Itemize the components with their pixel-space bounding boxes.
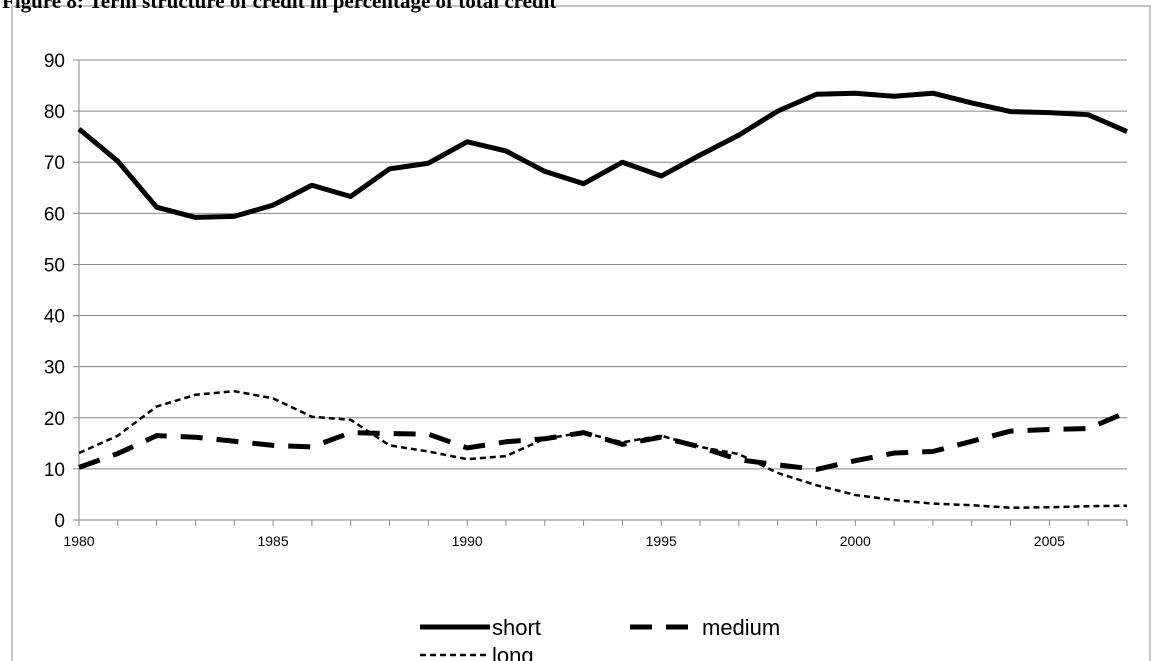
y-tick-label: 0: [54, 511, 65, 532]
x-tick-label: 1990: [452, 533, 483, 549]
y-tick-label: 80: [44, 102, 65, 123]
series-line: [78, 389, 1128, 509]
x-tick-label: 1980: [63, 533, 94, 549]
x-tick-label: 1995: [646, 533, 677, 549]
chart-border: [11, 5, 1151, 661]
y-tick-label: 10: [44, 460, 65, 481]
y-tick-label: 40: [44, 307, 65, 328]
y-tick-label: 50: [44, 255, 65, 276]
legend-label: short: [492, 615, 541, 640]
legend-label: medium: [702, 615, 780, 640]
y-tick-label: 20: [44, 409, 65, 430]
x-tick-label: 1985: [257, 533, 288, 549]
x-tick-label: 2005: [1034, 533, 1065, 549]
y-tick-label: 70: [44, 153, 65, 174]
x-tick-label: 2000: [840, 533, 871, 549]
series-line: [78, 409, 1128, 472]
y-tick-label: 30: [44, 358, 65, 379]
chart-title: Figure 8: Term structure of credit in pe…: [2, 0, 556, 13]
y-tick-label: 90: [44, 51, 65, 72]
series-line: [77, 90, 1128, 220]
y-tick-label: 60: [44, 204, 65, 225]
legend-label: long: [492, 643, 534, 661]
